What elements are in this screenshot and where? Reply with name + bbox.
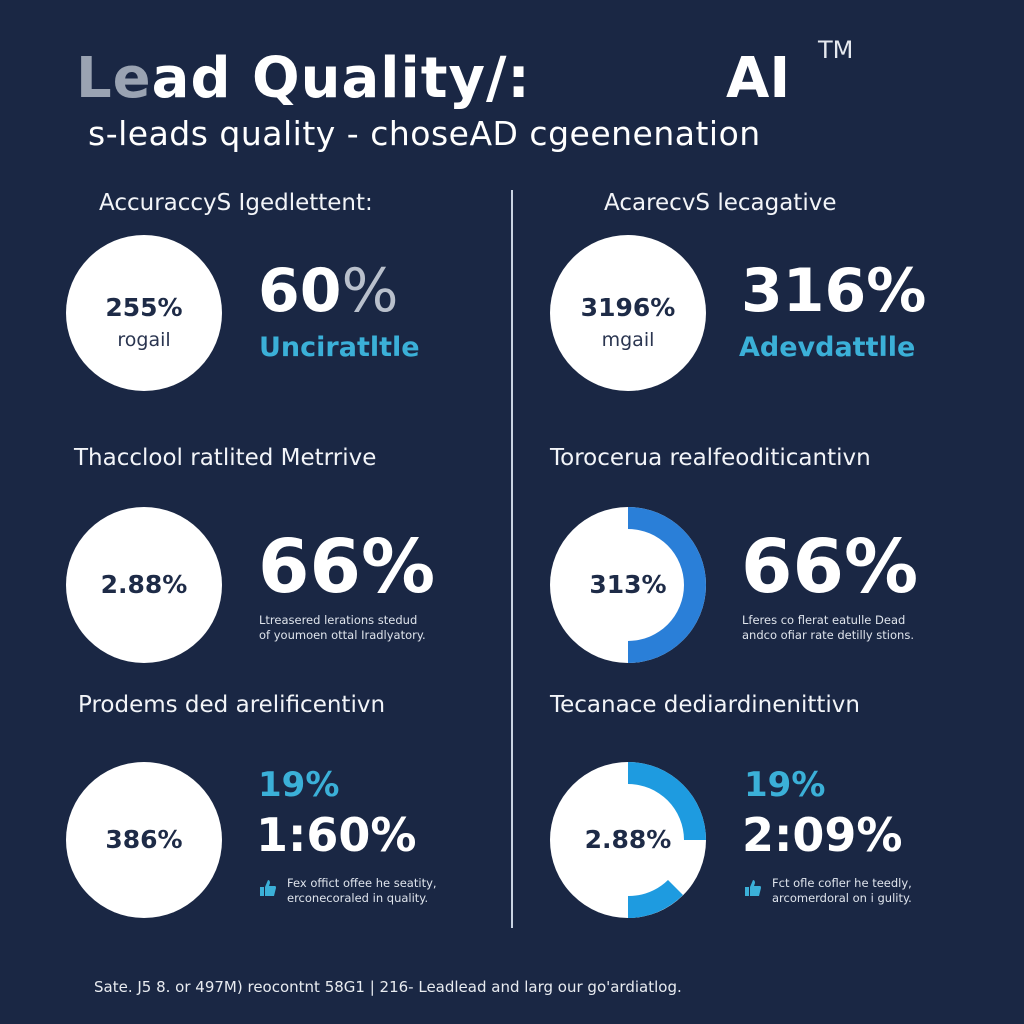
metric-label: Unciratltle (259, 332, 420, 363)
title-ai: AI (726, 46, 791, 111)
big-metric-suffix: % (360, 524, 436, 610)
title-prefix: Le (76, 46, 152, 111)
section-title: Prodems ded arelificentivn (78, 692, 386, 718)
metric-description: Fct ofle cofler he teedly, arcomerdoral … (772, 876, 912, 906)
page-subtitle: s-leads quality - choseAD cgeenenation (88, 114, 761, 153)
column-divider (511, 190, 513, 928)
section-title: Tecanace dediardinenittivn (550, 692, 860, 718)
big-metric-value: 66 (258, 524, 361, 610)
ring-arc (628, 762, 706, 918)
big-metric: 66% (258, 524, 435, 610)
trademark-mark: TM (818, 36, 854, 64)
big-metric-value: 66 (741, 524, 844, 610)
metric-description: Lferes co flerat eatulle Dead andco ofia… (742, 613, 914, 643)
description-line-2: andco ofiar rate detilly stions. (742, 628, 914, 642)
circle-value: 2.88% (100, 570, 188, 599)
circle-value: 255% (105, 293, 183, 322)
circle-sublabel: mgail (601, 329, 655, 351)
description-line-1: Ltreasered lerations stedud (259, 613, 418, 627)
section-title: AcarecvS lecagative (604, 190, 837, 216)
big-metric-suffix: % (341, 256, 399, 326)
metric-description: Fex offict offee he seatity, erconecoral… (287, 876, 437, 906)
page-title: Lead Quality/: (76, 46, 531, 111)
big-metric-value: 60 (258, 256, 342, 326)
section-title: AccuraccyS Igedlettent: (99, 190, 373, 216)
footer-note: Sate. J5 8. or 497M) reocontnt 58G1 | 21… (94, 978, 682, 996)
thumbs-up-icon (260, 880, 276, 896)
big-metric: 60% (258, 256, 399, 326)
section-title: Thacclool ratlited Metrrive (74, 445, 377, 471)
title-rest: ad Quality/: (151, 46, 531, 111)
metric-circle: 386% (66, 762, 222, 918)
description-line-2: of youmoen ottal Iradlyatory. (259, 628, 426, 642)
description-line-1: Fct ofle cofler he teedly, (772, 876, 912, 890)
big-metric: 2:09% (742, 808, 903, 862)
description-line-1: Lferes co flerat eatulle Dead (742, 613, 906, 627)
circle-value: 2.88% (584, 825, 672, 854)
description-line-2: arcomerdoral on i gulity. (772, 891, 912, 905)
circle-sublabel: rogail (117, 329, 171, 351)
thumbs-up-icon (745, 880, 761, 896)
ring-progress-circle: 2.88% (550, 762, 706, 918)
description-line-2: erconecoraled in quality. (287, 891, 429, 905)
small-metric: 19% (744, 765, 826, 805)
circle-value: 313% (589, 570, 667, 599)
circle-value: 3196% (580, 293, 676, 322)
description-line-1: Fex offict offee he seatity, (287, 876, 437, 890)
metric-circle: 255% rogail (66, 235, 222, 391)
big-metric-suffix: % (866, 256, 927, 326)
metric-circle: 2.88% (66, 507, 222, 663)
big-metric: 66% (741, 524, 918, 610)
metric-circle: 3196% mgail (550, 235, 706, 391)
metric-label: Adevdattlle (739, 332, 916, 363)
ring-arc (628, 507, 706, 663)
big-metric: 1:60% (256, 808, 417, 862)
big-metric-suffix: % (843, 524, 919, 610)
section-title: Torocerua realfeoditicantivn (550, 445, 871, 471)
big-metric-value: 316 (741, 256, 867, 326)
circle-value: 386% (105, 825, 183, 854)
big-metric: 316% (741, 256, 926, 326)
ring-progress-circle: 313% (550, 507, 706, 663)
metric-description: Ltreasered lerations stedud of youmoen o… (259, 613, 426, 643)
small-metric: 19% (258, 765, 340, 805)
